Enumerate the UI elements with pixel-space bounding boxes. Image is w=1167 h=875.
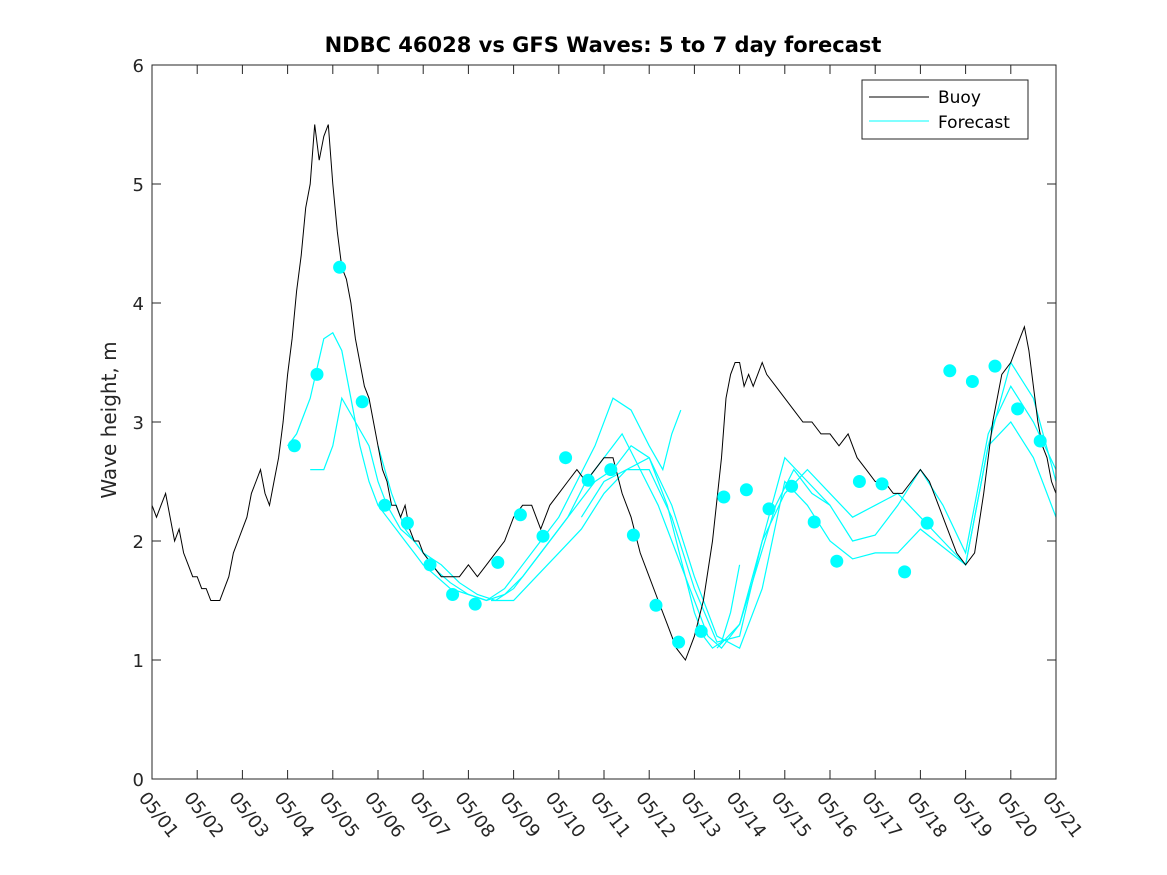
- forecast-marker-2: [333, 260, 347, 274]
- forecast-marker-11: [536, 529, 550, 543]
- forecast-marker-7: [446, 588, 460, 601]
- forecast-marker-9: [491, 555, 505, 569]
- forecast-marker-12: [559, 451, 573, 465]
- y-tick-label-5: 5: [133, 175, 144, 196]
- forecast-marker-22: [785, 479, 799, 493]
- forecast-marker-15: [626, 528, 640, 542]
- forecast-marker-25: [852, 475, 866, 488]
- forecast-line-0: [287, 331, 741, 649]
- buoy-line: [152, 124, 1056, 662]
- data-group: [152, 124, 1056, 662]
- forecast-marker-32: [1011, 402, 1025, 416]
- forecast-marker-24: [830, 554, 844, 568]
- forecast-marker-13: [581, 473, 595, 487]
- forecast-marker-4: [378, 498, 392, 512]
- forecast-marker-27: [898, 565, 912, 579]
- forecast-marker-16: [649, 598, 663, 612]
- forecast-marker-3: [355, 395, 369, 409]
- forecast-marker-8: [468, 597, 482, 611]
- forecast-marker-5: [400, 516, 414, 530]
- forecast-marker-0: [287, 439, 301, 453]
- forecast-marker-1: [310, 367, 324, 381]
- legend-box: [861, 79, 1029, 140]
- legend-forecast-label: Forecast: [938, 113, 1010, 133]
- forecast-marker-18: [694, 624, 708, 638]
- forecast-marker-14: [604, 463, 618, 477]
- forecast-marker-23: [807, 515, 821, 529]
- y-tick-label-2: 2: [133, 532, 144, 553]
- y-axis-label: Wave height, m: [97, 341, 121, 498]
- y-tick-label-4: 4: [133, 294, 144, 315]
- forecast-marker-17: [672, 635, 686, 649]
- y-tick-label-3: 3: [133, 413, 144, 434]
- forecast-marker-29: [943, 364, 957, 378]
- forecast-marker-6: [423, 558, 437, 572]
- forecast-marker-28: [920, 516, 934, 530]
- forecast-marker-21: [762, 502, 776, 516]
- legend: Buoy Forecast: [861, 79, 1029, 140]
- forecast-marker-26: [875, 477, 889, 491]
- forecast-line-1: [310, 396, 682, 602]
- forecast-line-4: [580, 385, 1056, 643]
- forecast-line-3: [491, 361, 1056, 649]
- y-tick-label-0: 0: [133, 770, 144, 791]
- forecast-marker-31: [988, 359, 1002, 373]
- y-tick-label-6: 6: [133, 56, 144, 77]
- forecast-marker-10: [513, 508, 527, 522]
- forecast-marker-20: [739, 483, 753, 497]
- legend-buoy-label: Buoy: [938, 88, 981, 108]
- forecast-marker-19: [717, 490, 731, 504]
- forecast-marker-33: [1033, 434, 1047, 448]
- forecast-marker-30: [965, 375, 979, 388]
- y-tick-label-1: 1: [133, 651, 144, 672]
- forecast-line-5: [716, 421, 1056, 649]
- chart-title: NDBC 46028 vs GFS Waves: 5 to 7 day fore…: [325, 33, 882, 57]
